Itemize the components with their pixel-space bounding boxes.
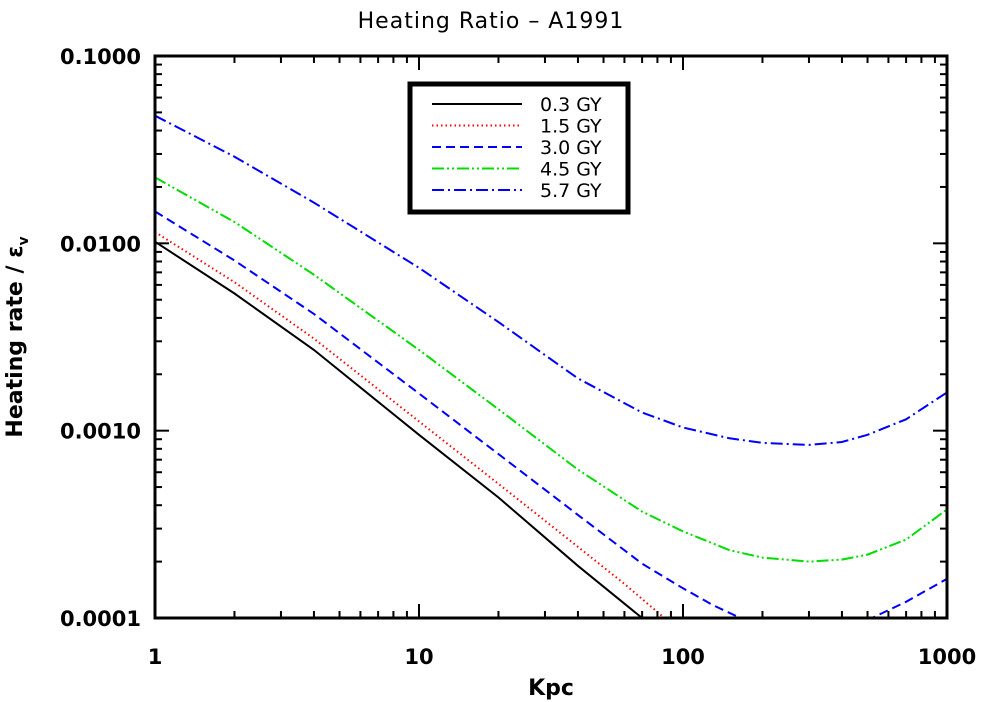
series-line-1 — [155, 240, 643, 618]
x-tick-label: 1 — [148, 645, 163, 669]
y-axis-label-main: Heating rate / ε — [3, 246, 28, 438]
legend-label-5: 5.7 GY — [540, 180, 602, 202]
series-line-4 — [155, 176, 947, 563]
plot-area — [155, 114, 947, 618]
legend-label-4: 4.5 GY — [540, 159, 602, 181]
y-axis-label: Heating rate / εv — [3, 236, 32, 437]
y-tick-label: 0.0010 — [60, 420, 141, 444]
plot-frame — [153, 54, 949, 620]
x-tick-label: 100 — [661, 645, 705, 669]
series-line-3 — [155, 210, 947, 618]
legend-label-2: 1.5 GY — [540, 116, 602, 138]
chart-title: Heating Ratio – A1991 — [358, 9, 625, 34]
y-axis-label-subscript: v — [16, 236, 32, 245]
series-line-2 — [155, 231, 666, 618]
x-tick-label: 10 — [404, 645, 433, 669]
y-tick-label: 0.0001 — [60, 607, 141, 631]
plot-border — [153, 54, 949, 620]
legend-items: 0.3 GY1.5 GY3.0 GY4.5 GY5.7 GY — [432, 94, 602, 202]
legend-label-3: 3.0 GY — [540, 137, 602, 159]
legend-label-1: 0.3 GY — [540, 94, 602, 116]
x-tick-label: 1000 — [918, 645, 976, 669]
x-axis-label: Kpc — [528, 676, 574, 701]
series-line-5 — [155, 114, 947, 446]
axis-ticks: 1 10 100 1000 0.0001 0.0010 0.0100 0.1000 — [60, 45, 976, 669]
y-tick-label: 0.0100 — [60, 232, 141, 256]
y-tick-label: 0.1000 — [60, 45, 141, 69]
legend: 0.3 GY1.5 GY3.0 GY4.5 GY5.7 GY — [407, 81, 631, 215]
